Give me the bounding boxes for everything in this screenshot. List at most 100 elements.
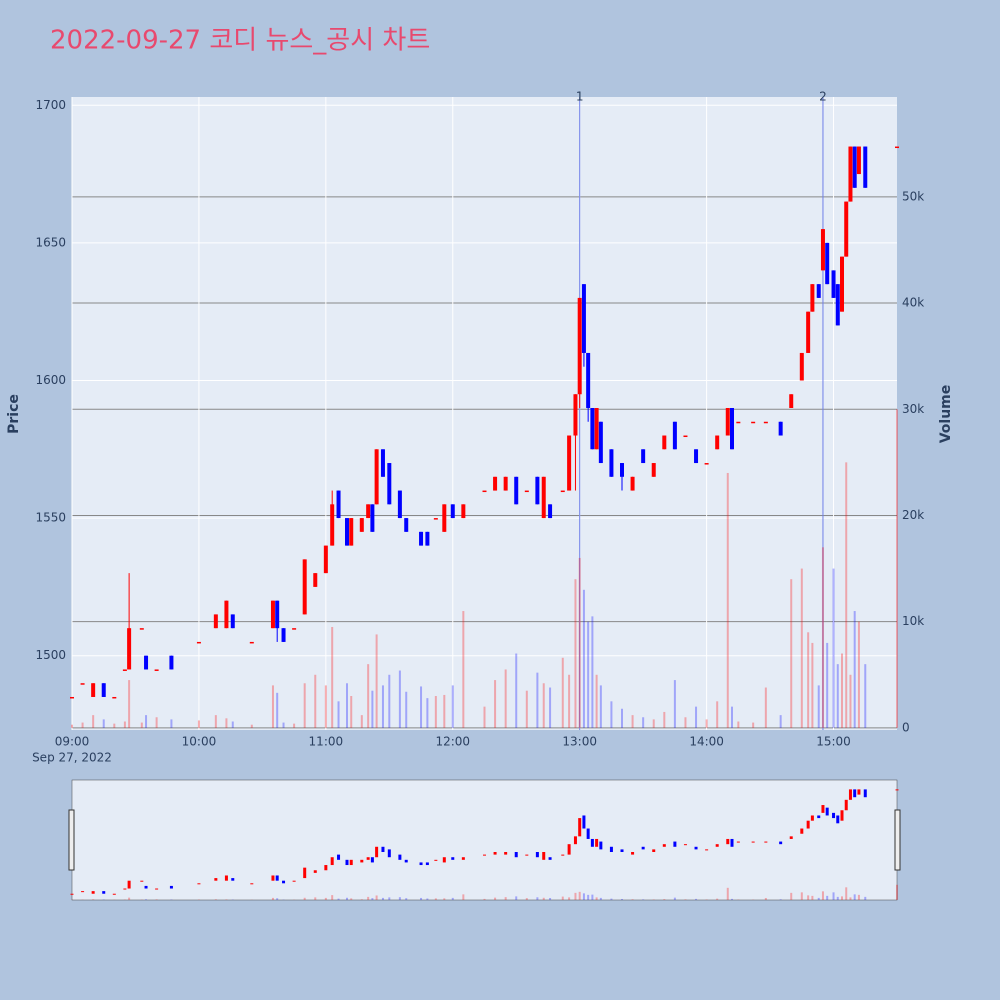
mini-candle-body xyxy=(504,852,508,855)
range-handle-right[interactable] xyxy=(894,809,901,871)
mini-volume-bar xyxy=(817,897,820,900)
range-handle-left[interactable] xyxy=(68,809,75,871)
mini-candle-body xyxy=(764,841,768,843)
mini-volume-bar xyxy=(350,898,353,900)
candle-body xyxy=(380,449,385,477)
mini-candle-body xyxy=(451,857,455,860)
annotation-label: 1 xyxy=(576,90,584,104)
candle-body xyxy=(852,146,857,188)
mini-volume-bar xyxy=(346,897,348,900)
mini-candle-body xyxy=(282,880,286,884)
volume-bar xyxy=(225,718,228,728)
candle-body xyxy=(825,242,830,285)
volume-bar xyxy=(170,719,173,728)
range-slider[interactable] xyxy=(71,779,898,901)
mini-candle-body xyxy=(832,812,836,819)
volume-bar xyxy=(599,685,602,728)
mini-volume-bar xyxy=(807,895,810,900)
volume-bar xyxy=(695,706,698,728)
volume-bar xyxy=(293,723,296,728)
mini-candle-body xyxy=(345,859,349,866)
mini-volume-bar xyxy=(800,892,803,900)
mini-volume-bar xyxy=(337,898,340,900)
volume-bar xyxy=(849,674,852,728)
volume-bar xyxy=(346,683,348,728)
mini-volume-bar xyxy=(542,897,545,900)
mini-volume-bar xyxy=(673,897,676,900)
candle-body xyxy=(848,146,853,202)
candle-body xyxy=(620,463,624,477)
y2-tick-label: 40k xyxy=(902,296,924,310)
mini-candle-body xyxy=(609,846,613,852)
mini-volume-bar xyxy=(631,899,634,900)
volume-bar xyxy=(494,680,497,728)
candle-body xyxy=(840,256,844,312)
candle-body xyxy=(349,518,354,546)
mini-volume-bar xyxy=(303,897,306,900)
mini-volume-bar xyxy=(568,897,571,900)
volume-bar xyxy=(864,664,867,728)
mini-candle-body xyxy=(800,828,804,834)
mini-candle-body xyxy=(683,844,687,846)
mini-volume-bar xyxy=(826,895,829,900)
candle-body xyxy=(370,504,375,532)
x-date-label: Sep 27, 2022 xyxy=(32,751,112,765)
candle-body xyxy=(397,490,402,519)
mini-volume-bar xyxy=(331,895,334,900)
volume-bar xyxy=(779,715,782,728)
volume-bar xyxy=(92,715,95,728)
candle-body xyxy=(704,463,709,465)
mini-candle-body xyxy=(631,852,635,855)
candle-body xyxy=(336,490,341,519)
mini-candle-body xyxy=(155,888,159,890)
candle-body xyxy=(514,476,519,505)
mini-volume-bar xyxy=(582,893,585,900)
candle-body xyxy=(831,270,836,298)
mini-candle-body xyxy=(582,815,586,829)
mini-candle-body xyxy=(360,859,364,863)
volume-bar xyxy=(145,715,148,728)
mini-volume-bar xyxy=(853,894,856,900)
mini-volume-bar xyxy=(857,894,860,900)
volume-bar xyxy=(350,696,353,728)
mini-volume-bar xyxy=(434,898,437,900)
volume-bar xyxy=(250,724,253,728)
mini-candle-body xyxy=(715,844,719,847)
candle-body xyxy=(275,600,280,629)
mini-volume-bar xyxy=(864,896,867,900)
mini-candle-body xyxy=(493,852,497,855)
mini-candle-body xyxy=(810,815,814,821)
mini-volume-bar xyxy=(841,896,843,900)
mini-candle-body xyxy=(857,789,861,795)
candle-body xyxy=(387,463,392,505)
candle-body xyxy=(590,407,595,450)
mini-volume-bar xyxy=(420,897,423,900)
volume-bar xyxy=(652,719,655,728)
mini-candle-body xyxy=(620,849,624,852)
mini-volume-bar xyxy=(561,896,564,900)
mini-volume-bar xyxy=(271,897,274,900)
y2-tick-label: 50k xyxy=(902,189,924,203)
volume-bar xyxy=(483,706,486,728)
volume-bar xyxy=(324,685,327,728)
candle-body xyxy=(586,352,591,408)
candle-body xyxy=(683,435,688,438)
candle-body xyxy=(461,504,466,519)
volume-bar xyxy=(582,589,585,728)
mini-candle-body xyxy=(817,815,821,819)
volume-bar xyxy=(155,717,158,728)
mini-candle-body xyxy=(853,789,857,798)
candle-body xyxy=(895,146,899,149)
volume-bar xyxy=(587,621,590,728)
volume-bar xyxy=(561,657,564,728)
mini-candle-body xyxy=(726,838,730,845)
volume-bar xyxy=(462,611,465,728)
volume-bar xyxy=(684,717,687,728)
mini-candle-body xyxy=(599,841,603,850)
mini-candle-body xyxy=(387,849,391,858)
y-tick-label: 1650 xyxy=(35,235,66,249)
mini-candle-body xyxy=(91,891,95,894)
mini-volume-bar xyxy=(695,898,698,900)
volume-bar xyxy=(371,690,374,728)
volume-bar xyxy=(574,579,577,728)
